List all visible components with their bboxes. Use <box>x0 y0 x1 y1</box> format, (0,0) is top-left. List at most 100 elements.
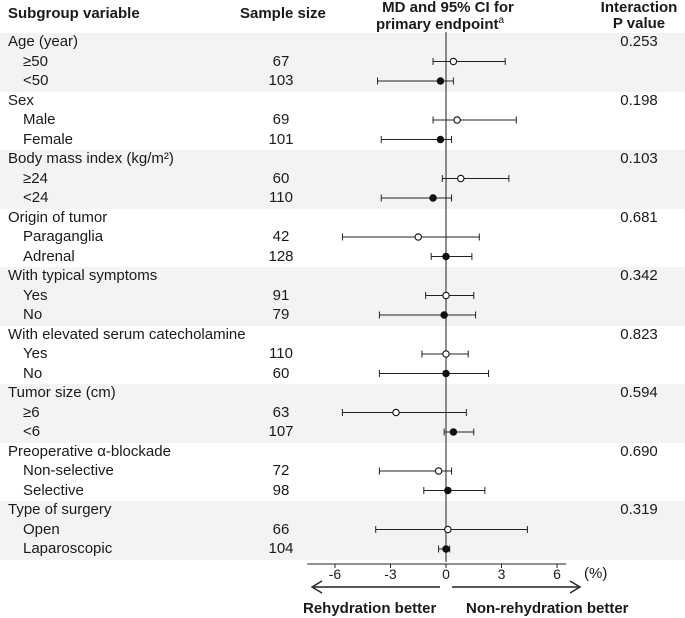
subgroup-label: Selective <box>23 481 84 499</box>
point-estimate-filled <box>449 428 458 436</box>
sample-size-value: 110 <box>269 189 293 206</box>
axis-unit-label: (%) <box>584 565 608 582</box>
sample-size-value: 91 <box>272 286 290 304</box>
interaction-p-value: 0.681 <box>620 208 658 226</box>
subgroup-label: <24 <box>23 189 49 206</box>
interaction-p-value: 0.823 <box>620 325 658 343</box>
group-band <box>0 150 685 209</box>
point-estimate-open <box>442 291 450 300</box>
sample-size-value: 72 <box>272 462 290 479</box>
subgroup-label: Yes <box>23 345 48 362</box>
point-estimate-open <box>414 233 422 241</box>
group-name: Origin of tumor <box>8 208 108 226</box>
interaction-p-value: 0.690 <box>620 442 658 460</box>
interaction-p-value: 0.198 <box>620 91 658 109</box>
subgroup-label: Adrenal <box>23 247 75 265</box>
subgroup-label: ≥24 <box>23 169 48 187</box>
subgroup-label: <6 <box>23 423 41 440</box>
group-band <box>0 91 685 150</box>
subgroup-label: Open <box>23 520 60 538</box>
header-md-line2: primary endpointa <box>375 15 505 33</box>
point-estimate-filled <box>429 194 437 202</box>
x-axis-tick-label: 6 <box>553 566 561 582</box>
interaction-p-value: 0.342 <box>620 267 658 284</box>
subgroup-label: <50 <box>23 72 49 89</box>
x-axis-tick-label: 3 <box>498 566 506 582</box>
sample-size-value: 98 <box>272 481 290 499</box>
point-estimate-filled <box>442 252 450 261</box>
point-estimate-filled <box>436 135 445 144</box>
header-md-line2-text: primary endpoint <box>375 16 499 33</box>
group-name: Sex <box>8 91 34 109</box>
point-estimate-filled <box>442 369 450 378</box>
group-band <box>0 325 685 384</box>
x-axis-tick-label: -3 <box>384 566 397 582</box>
header-p-line2: P value <box>612 15 666 32</box>
sample-size-value: 67 <box>272 52 290 70</box>
point-estimate-open <box>392 408 400 417</box>
point-estimate-filled <box>444 486 452 495</box>
interaction-p-value: 0.319 <box>620 501 658 518</box>
subgroup-label: Yes <box>23 286 48 304</box>
interaction-p-value: 0.253 <box>620 33 658 50</box>
sample-size-value: 63 <box>272 403 290 421</box>
group-name: Preoperative α-blockade <box>8 442 171 460</box>
sample-size-value: 110 <box>269 345 293 362</box>
subgroup-label: Female <box>23 130 74 148</box>
group-name: Body mass index (kg/m²) <box>8 150 174 167</box>
point-estimate-filled <box>436 77 445 85</box>
plot-axis-group: -6 -3 0 3 6 <box>307 563 582 594</box>
header-subgroup: Subgroup variable <box>8 5 140 22</box>
subgroup-label: Paraganglia <box>23 228 104 245</box>
point-estimate-open <box>444 525 452 534</box>
group-band <box>0 33 685 92</box>
group-band <box>0 501 685 560</box>
sample-size-value: 60 <box>272 169 290 187</box>
group-name: Type of surgery <box>8 501 112 518</box>
group-name: With elevated serum catecholamine <box>8 325 246 343</box>
x-axis-tick-label: 0 <box>442 566 450 582</box>
sample-size-value: 107 <box>268 423 294 440</box>
subgroup-label: ≥50 <box>23 52 48 70</box>
sample-size-value: 128 <box>268 247 294 265</box>
point-estimate-open <box>449 57 458 66</box>
point-estimate-open <box>457 174 465 183</box>
sample-size-value: 79 <box>272 306 290 323</box>
header-p-line1: Interaction <box>600 0 678 16</box>
subgroup-label: No <box>23 306 43 323</box>
subgroup-label: ≥6 <box>23 403 40 421</box>
group-name: Tumor size (cm) <box>8 384 116 401</box>
subgroup-label: Non-selective <box>23 462 114 479</box>
point-estimate-filled <box>442 545 450 553</box>
group-band <box>0 442 685 501</box>
point-estimate-open <box>442 350 450 358</box>
point-estimate-open <box>453 116 461 124</box>
arrow-right-head <box>569 580 582 594</box>
label-rehydration-better: Rehydration better <box>303 600 437 617</box>
subgroup-label: Male <box>23 111 56 128</box>
group-name: With typical symptoms <box>8 267 158 284</box>
sample-size-value: 69 <box>272 111 290 128</box>
sample-size-value: 103 <box>268 72 294 89</box>
arrow-left-head <box>310 580 323 594</box>
interaction-p-value: 0.103 <box>620 150 658 167</box>
group-name: Age (year) <box>8 33 79 50</box>
label-non-rehydration-better: Non-rehydration better <box>466 600 629 617</box>
point-estimate-open <box>434 467 443 475</box>
interaction-p-value: 0.594 <box>620 384 658 401</box>
point-estimate-filled <box>440 311 448 319</box>
x-axis-tick-label: -6 <box>329 566 342 582</box>
header-md-line1: MD and 95% CI for <box>382 0 514 16</box>
group-band <box>0 267 685 326</box>
sample-size-value: 42 <box>272 228 290 245</box>
header-md-superscript: a <box>498 15 505 26</box>
sample-size-value: 104 <box>268 540 294 557</box>
header-sample-size: Sample size <box>240 5 326 22</box>
subgroup-label: No <box>23 364 43 382</box>
subgroup-label: Laparoscopic <box>23 540 113 557</box>
sample-size-value: 101 <box>268 130 294 148</box>
sample-size-value: 60 <box>272 364 290 382</box>
sample-size-value: 66 <box>272 520 290 538</box>
